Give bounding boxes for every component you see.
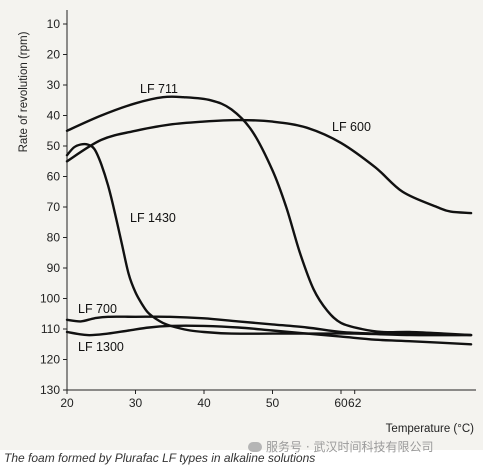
y-tick-label: 60 [47,170,61,184]
wechat-icon [248,442,262,452]
series-label-lf-711: LF 711 [140,82,178,96]
series-label-lf-700: LF 700 [78,302,117,316]
series-line-lf-711 [65,95,473,337]
y-tick-label: 130 [40,383,60,397]
y-tick-label: 70 [47,200,61,214]
x-tick-label: 50 [266,396,280,410]
x-tick-label: 60 [334,396,348,410]
y-tick-label: 100 [40,292,60,306]
series-label-lf-600: LF 600 [332,120,371,134]
y-tick-label: 120 [40,353,60,367]
series-line-lf-1430 [65,142,473,337]
chart-panel [0,0,483,450]
series-label-lf-1300: LF 1300 [78,340,124,354]
x-tick-label: 40 [197,396,211,410]
y-tick-label: 10 [47,17,61,31]
series-line-lf-700 [65,315,473,337]
watermark-text: 服务号 · 武汉时间科技有限公司 [266,440,434,454]
x-tick-label: 20 [60,396,74,410]
y-tick-label: 110 [41,322,60,336]
y-tick-label: 80 [47,231,61,245]
y-tick-label: 20 [47,48,61,62]
series-line-lf-600 [65,118,473,215]
y-tick-label: 30 [47,78,61,92]
y-tick-label: 40 [47,109,61,123]
series-lines [65,95,473,346]
x-tick-label: 30 [129,396,143,410]
figure-caption: The foam formed by Plurafac LF types in … [4,451,316,465]
y-tick-label: 50 [47,139,61,153]
series-line-lf-1300 [65,324,473,346]
y-tick-label: 90 [47,261,61,275]
y-axis-title: Rate of revolution (rpm) [18,31,30,152]
series-labels: LF 711 LF 600 LF 1430 LF 700 LF 1300 [78,82,371,354]
watermark: 服务号 · 武汉时间科技有限公司 [248,438,433,455]
x-tick-label: 62 [348,396,362,410]
series-label-lf-1430: LF 1430 [130,211,176,225]
x-axis-title: Temperature (°C) [386,423,474,435]
